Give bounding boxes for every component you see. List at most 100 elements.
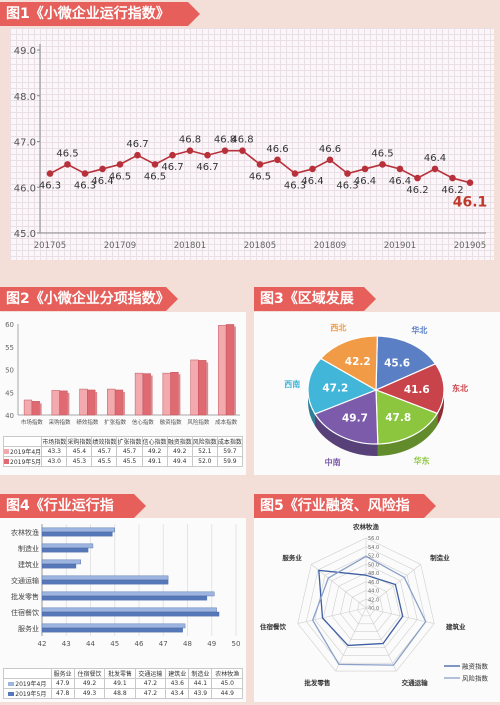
- x-tick-label: 融资指数: [160, 418, 183, 426]
- bar: [41, 607, 217, 613]
- data-label: 46.8: [231, 135, 253, 146]
- data-point: [134, 151, 141, 159]
- figure3-panel: 45.6 华北 41.6 东北 47.8 华东 49.7 中南 47.2 西南 42.2 西北: [254, 312, 500, 475]
- bar: [41, 543, 94, 549]
- table-cell: 农林牧渔: [211, 668, 243, 679]
- data-label: 46.4: [91, 176, 113, 187]
- x-tick-label: 201801: [174, 241, 206, 251]
- legend-swatch: [4, 459, 10, 464]
- data-label: 46.4: [301, 176, 323, 187]
- data-point: [379, 161, 386, 168]
- pie-slice: [375, 389, 439, 445]
- table-cell: 45.3: [66, 456, 93, 467]
- bar: [41, 527, 115, 533]
- data-label: 46.2: [406, 185, 428, 196]
- financing-risk-radar-chart: 40.0 42.0 44.0 46.0 48.0 50.0 52.0 54.0 56.0 农林牧渔…: [260, 522, 489, 687]
- bar: [198, 360, 207, 416]
- slice-name-label: 华东: [414, 456, 430, 466]
- y-tick-label: 45: [5, 389, 14, 397]
- table-cell: 45.7: [116, 446, 143, 457]
- bar: [190, 359, 199, 416]
- radar-axis-label: 服务业: [282, 553, 302, 562]
- radar-ring: [357, 598, 375, 617]
- data-label: 46.2: [441, 185, 463, 196]
- radar-tick-label: 42.0: [368, 597, 379, 603]
- radar-tick-label: 50.0: [368, 562, 379, 568]
- pie-slice: [319, 335, 378, 392]
- table-cell: 交通运输: [134, 668, 167, 679]
- data-point: [344, 170, 351, 177]
- x-tick-label: 201905: [454, 241, 486, 251]
- bar-side: [233, 326, 236, 415]
- x-tick-label: 50: [232, 640, 241, 648]
- data-label: 46.8: [214, 135, 236, 146]
- table-cell: 融资指数: [166, 436, 193, 447]
- data-label: 46.3: [74, 181, 96, 192]
- last-value-label: 46.1: [453, 195, 488, 211]
- x-tick-label: 201705: [34, 241, 66, 251]
- data-label: 46.6: [266, 144, 288, 155]
- table-cell: 49.2: [73, 678, 106, 689]
- data-point: [239, 147, 246, 154]
- bar-side: [39, 403, 42, 415]
- x-tick-label: 市场指数: [21, 418, 44, 426]
- data-point: [46, 170, 54, 177]
- bar: [114, 389, 124, 416]
- radar-ring: [348, 590, 384, 625]
- x-tick-label: 201901: [384, 241, 416, 251]
- radar-tick-label: 54.0: [368, 545, 379, 551]
- data-point: [204, 151, 211, 159]
- bar: [23, 399, 33, 416]
- data-point: [361, 165, 369, 173]
- data-label: 46.5: [371, 148, 393, 159]
- x-tick-label: 采购指数: [49, 418, 72, 426]
- bar: [59, 390, 68, 416]
- pie-slice: [307, 357, 378, 415]
- table-row: 2019年4月 43.3 45.4 45.7 45.7 49.2 49.2 52.1 59.7: [2, 446, 244, 457]
- radar-ring: [314, 555, 418, 656]
- bar: [51, 390, 60, 416]
- table-cell: 批发零售: [104, 668, 136, 679]
- figure2-panel: 40 45 50 55 60 市场指数 采购指数 绩效指数 扩张指数 信心指数 融资指数 风险指数 成本…: [0, 312, 246, 475]
- table-row: 市场指数 采购指数 绩效指数 扩张指数 信心指数 融资指数 风险指数 成本指数: [2, 436, 244, 447]
- bar-side: [67, 392, 70, 415]
- x-tick-label: 48: [183, 640, 192, 648]
- y-tick-label: 农林牧渔: [11, 528, 39, 537]
- figure5-panel: 40.0 42.0 44.0 46.0 48.0 50.0 52.0 54.0 56.0 农林牧渔…: [254, 518, 500, 702]
- bar: [134, 372, 144, 416]
- data-label: 46.5: [144, 171, 166, 182]
- data-point: [274, 156, 281, 164]
- bar-side: [122, 391, 125, 415]
- radar-ring: [331, 572, 401, 640]
- table-cell: [2, 436, 43, 447]
- bar: [31, 401, 40, 416]
- radar-axis-label: 建筑业: [445, 622, 466, 631]
- bar: [107, 388, 116, 416]
- figure1-title: 图1《小微企业运行指数》: [0, 2, 200, 26]
- data-label: 46.3: [39, 181, 61, 192]
- y-tick-label: 交通运输: [11, 576, 39, 585]
- data-point: [169, 151, 176, 159]
- pie-slice: [374, 363, 445, 415]
- radar-axis-label: 批发零售: [304, 678, 330, 687]
- y-tick-label: 建筑业: [18, 560, 39, 569]
- slice-name-label: 中南: [325, 457, 341, 467]
- legend-label: 风险指数: [462, 674, 489, 683]
- table-row: 2019年4月 47.9 49.2 49.1 47.2 43.6 44.1 45.0: [3, 678, 243, 689]
- y-tick-label: 47.0: [14, 138, 36, 149]
- y-tick-label: 服务业: [18, 624, 39, 633]
- table-cell: 49.1: [104, 678, 136, 689]
- data-label: 46.4: [354, 176, 376, 187]
- x-tick-label: 49: [207, 640, 216, 648]
- table-cell: 43.6: [165, 678, 190, 689]
- data-point: [99, 165, 106, 173]
- y-tick-label: 住宿餐饮: [11, 608, 39, 617]
- x-tick-label: 信心指数: [132, 418, 155, 426]
- radar-ring: [305, 546, 427, 664]
- bar: [41, 627, 183, 633]
- pie-slice: [314, 389, 379, 445]
- legend-swatch: [8, 692, 15, 696]
- x-tick-label: 43: [62, 640, 71, 648]
- figure4-panel: 42 43 44 45 46 47 48 49 50 农林牧渔 制造业 建筑业 交通运输 批发零售 住宿餐饮…: [0, 518, 246, 702]
- series-line: [311, 555, 427, 666]
